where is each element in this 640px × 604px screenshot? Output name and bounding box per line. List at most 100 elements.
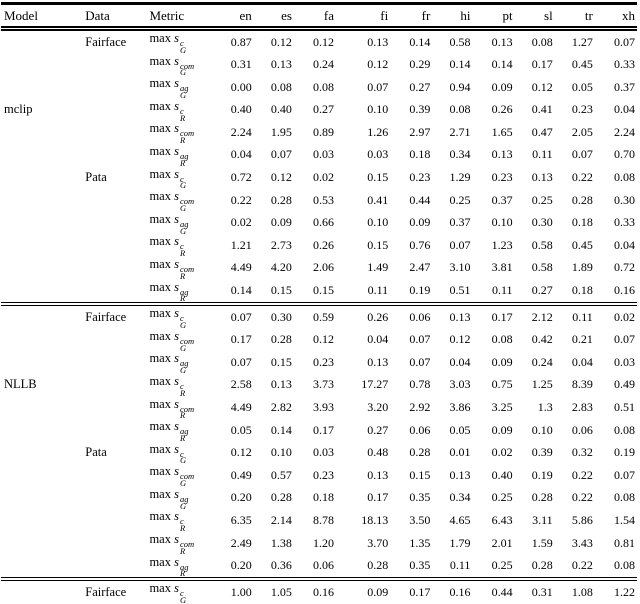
dataset-cell: Pata: [85, 445, 107, 460]
metric-subscript: R: [179, 410, 186, 421]
value-cell-es: 0.30: [253, 302, 294, 329]
value-cell-hi: 0.01: [449, 445, 471, 460]
metric-max: max: [149, 532, 171, 547]
value-cell-fr: 0.17: [390, 577, 433, 604]
metric-subscript: R: [179, 270, 186, 281]
table-row: max s com G 0.17 0.28 0.12 0.04 0.07 0.12 0.08 0.4…: [1, 329, 637, 352]
metric-symbol: s: [174, 53, 179, 68]
metric-max: max: [149, 373, 171, 388]
dataset-cell: [81, 280, 147, 305]
value-cell-sl: 2.12: [514, 302, 555, 329]
value-cell-hi: 0.12: [449, 332, 471, 347]
metric-superscript: c: [179, 588, 184, 599]
metric-symbol: s: [174, 76, 179, 91]
metric-subscript: G: [179, 44, 187, 55]
value-cell-es: 0.09: [270, 215, 292, 230]
value-cell-sl: 0.24: [531, 354, 553, 369]
value-cell-fr: 0.29: [409, 57, 431, 72]
value-cell-xh: 1.54: [614, 512, 635, 527]
metric-max: max: [149, 121, 171, 136]
metric-symbol: s: [174, 31, 179, 45]
value-cell-xh: 1.22: [594, 577, 637, 604]
dataset-cell: [81, 189, 147, 212]
value-cell-xh: 0.04: [614, 102, 635, 117]
metric-label: max s ag R: [147, 280, 213, 305]
table-row: max s com G 0.31 0.13 0.24 0.12 0.29 0.14 0.14 0.1…: [1, 54, 637, 77]
metric-subscript: G: [179, 225, 187, 236]
value-cell-sl: 0.11: [532, 147, 553, 162]
value-cell-fa: 0.66: [313, 215, 335, 230]
value-cell-sl: 0.28: [531, 558, 553, 573]
value-cell-tr: 0.18: [571, 283, 593, 298]
model-cell: [1, 212, 81, 235]
metric-symbol: s: [174, 441, 179, 456]
metric-superscript: ag: [179, 493, 189, 504]
metric-subscript: G: [179, 342, 187, 353]
value-cell-fi: 0.13: [367, 34, 389, 49]
metric-subscript: R: [179, 523, 186, 534]
value-cell-pt: 3.25: [491, 400, 513, 414]
metric-superscript: c: [179, 313, 184, 324]
table-row: max s com R 4.49 2.82 3.93 3.20 2.92 3.86 3.25 1.3…: [1, 397, 637, 420]
model-cell: [1, 487, 81, 510]
value-cell-hi: 0.94: [449, 79, 471, 94]
value-cell-fa: 0.02: [313, 170, 335, 185]
table-row: max s ag G 0.02 0.09 0.66 0.10 0.09 0.37 0.10 0.30…: [1, 212, 637, 235]
column-header-xh: xh: [594, 3, 637, 31]
value-cell-fr: 0.07: [409, 332, 431, 347]
dataset-cell: [81, 76, 147, 99]
value-cell-xh: 0.33: [614, 57, 635, 72]
value-cell-es: 0.07: [270, 147, 292, 162]
value-cell-en: 1.00: [213, 577, 254, 604]
value-cell-fi: 0.26: [336, 302, 391, 329]
value-cell-tr: 0.21: [571, 332, 593, 347]
metric-max: max: [149, 351, 171, 366]
value-cell-en: 0.87: [230, 34, 252, 49]
value-cell-pt: 1.23: [491, 237, 513, 252]
value-cell-es: 2.73: [270, 237, 292, 252]
metric-subscript: G: [179, 67, 187, 78]
metric-max: max: [149, 279, 171, 294]
value-cell-fi: 0.48: [367, 445, 389, 460]
metric-symbol: s: [174, 211, 179, 226]
value-cell-xh: 2.24: [614, 124, 635, 139]
table-row: max s ag G 0.07 0.15 0.23 0.13 0.07 0.04 0.09 0.24…: [1, 351, 637, 374]
table-row: mclip max s c R 0.40 0.40 0.27 0.10 0.39 0.08 0.26…: [1, 99, 637, 122]
value-cell-en: 2.24: [230, 124, 252, 139]
metric-label: max s ag G: [147, 351, 213, 374]
value-cell-es: 0.28: [270, 192, 292, 207]
value-cell-fa: 0.15: [313, 283, 335, 298]
metric-max: max: [149, 53, 171, 68]
metric-label: max s com R: [147, 397, 213, 420]
value-cell-sl: 0.28: [531, 490, 553, 505]
value-cell-fr: 0.15: [409, 467, 431, 482]
metric-subscript: R: [179, 248, 186, 259]
table-row: Fairface max s c G 1.00 1.05 0.16 0.09 0.17 0.16 0…: [1, 577, 637, 604]
value-cell-tr: 0.07: [571, 147, 593, 162]
value-cell-fi: 17.27: [361, 377, 389, 392]
value-cell-fi: 18.13: [361, 512, 389, 527]
dataset-cell: [81, 54, 147, 77]
metric-scripts: com G: [179, 61, 194, 78]
metric-symbol: s: [174, 98, 179, 113]
value-cell-pt: 0.10: [491, 215, 513, 230]
value-cell-es: 2.14: [270, 512, 292, 527]
metric-symbol: s: [174, 554, 179, 569]
column-header-tr: tr: [554, 3, 595, 31]
dataset-cell: [81, 234, 147, 257]
value-cell-xh: 0.07: [614, 332, 635, 347]
value-cell-es: 0.40: [270, 102, 292, 117]
value-cell-fa: 0.06: [313, 558, 335, 573]
column-header-pt: pt: [472, 3, 515, 31]
value-cell-fa: 0.59: [293, 302, 337, 329]
metric-label: max s ag G: [147, 212, 213, 235]
model-cell: [1, 144, 81, 167]
metric-subscript: R: [179, 387, 186, 398]
metric-superscript: com: [179, 539, 195, 550]
metric-max: max: [149, 554, 171, 569]
metric-superscript: com: [179, 263, 195, 274]
